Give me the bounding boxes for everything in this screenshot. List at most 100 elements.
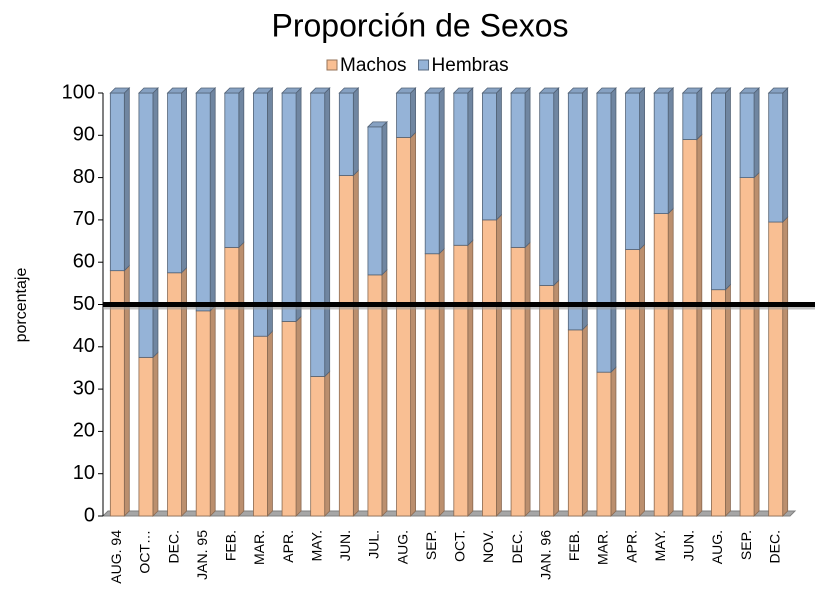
x-tick-label: FEB. <box>223 530 239 561</box>
floor <box>101 510 797 517</box>
x-tick-label: APR. <box>623 530 639 563</box>
bar-segment <box>253 335 268 517</box>
bar-segment <box>453 244 469 517</box>
bar-segment <box>653 213 669 517</box>
bar-side <box>610 366 617 517</box>
bar-side <box>238 241 245 517</box>
bar-top <box>166 87 188 94</box>
bar-segment <box>424 253 440 517</box>
y-tick-label: 30 <box>73 377 95 399</box>
bar-side <box>782 216 789 517</box>
legend-label: Machos <box>340 55 407 76</box>
bar-side <box>238 87 245 249</box>
bar-segment <box>224 92 240 248</box>
bar-side <box>496 87 502 221</box>
bar-segment <box>625 92 640 250</box>
bar-side <box>581 323 588 517</box>
bar-side <box>181 87 187 274</box>
y-tick-label: 90 <box>73 124 95 146</box>
bar-top <box>739 87 761 94</box>
bar-side <box>467 87 474 247</box>
bar-side <box>209 304 216 517</box>
bar-top <box>681 87 703 94</box>
bar-segment <box>310 92 326 377</box>
bar-side <box>267 87 273 338</box>
bar-segment <box>510 246 526 517</box>
y-tick-label: 80 <box>73 166 95 188</box>
y-tick-label: 50 <box>73 293 95 315</box>
bar-side <box>524 87 531 249</box>
y-tick-label: 20 <box>73 420 95 442</box>
bar-segment <box>367 274 383 517</box>
bar-top <box>510 87 532 94</box>
bar-segment <box>396 92 411 138</box>
bar-top <box>281 87 303 94</box>
x-tick-label: AUG. 94 <box>108 530 124 584</box>
bar-side <box>209 87 216 312</box>
bar-segment <box>310 376 326 517</box>
bar-segment <box>482 92 497 221</box>
y-tick-label: 40 <box>73 335 95 357</box>
bar-segment <box>195 310 211 517</box>
bar-side <box>581 87 588 331</box>
bar-side <box>295 315 302 517</box>
x-tick-label: FEB. <box>566 530 582 561</box>
x-tick-label: JUL. <box>366 530 382 559</box>
bar-side <box>324 370 331 517</box>
x-tick-label: AUG. <box>709 530 725 564</box>
bar-side <box>438 247 445 517</box>
bar-side <box>553 87 560 287</box>
bar-segment <box>739 92 755 178</box>
bar-segment <box>711 289 726 517</box>
bar-segment <box>424 92 440 255</box>
bar-top <box>538 87 560 94</box>
x-tick-label: OCT. <box>452 530 468 562</box>
bar-segment <box>109 92 125 272</box>
bar-segment <box>396 137 411 517</box>
bar-segment <box>338 92 354 176</box>
bar-segment <box>682 92 698 140</box>
bar-side <box>152 351 159 517</box>
bar-side <box>753 87 760 179</box>
bar-top <box>767 87 789 94</box>
x-tick-label: AUG. <box>394 530 410 564</box>
bar-side <box>553 279 560 517</box>
bar-top <box>223 87 245 94</box>
bar-segment <box>768 221 784 517</box>
bar-top <box>481 87 503 94</box>
bar-side <box>267 330 273 517</box>
y-tick-label: 10 <box>73 462 95 484</box>
bar-segment <box>596 371 612 517</box>
x-tick-label: JUN. <box>681 530 697 561</box>
bar-side <box>524 241 531 517</box>
bar-side <box>696 87 703 141</box>
legend-swatch <box>326 59 338 71</box>
x-tick-label: JUN. <box>337 530 353 561</box>
bar-top <box>252 87 274 94</box>
bar-top <box>366 121 388 128</box>
x-tick-label: DEC. <box>766 530 782 563</box>
bar-side <box>696 133 703 517</box>
bar-segment <box>768 92 784 223</box>
bar-top <box>309 87 331 94</box>
legend-label: Hembras <box>432 55 509 76</box>
bar-side <box>352 169 359 517</box>
bar-side <box>410 87 416 139</box>
bar-segment <box>367 126 383 276</box>
bar-top <box>710 87 732 94</box>
bar-side <box>725 87 731 291</box>
x-tick-label: DEC. <box>509 530 525 563</box>
x-tick-label: APR. <box>280 530 296 563</box>
y-tick-label: 70 <box>73 208 95 230</box>
bar-segment <box>539 92 555 286</box>
bar-side <box>467 239 474 517</box>
bar-segment <box>653 92 669 214</box>
bar-side <box>667 87 674 215</box>
bar-top <box>109 87 131 94</box>
bar-side <box>610 87 617 374</box>
bar-top <box>567 87 589 94</box>
bar-top <box>452 87 474 94</box>
bar-side <box>152 87 159 359</box>
x-tick-label: SEP. <box>423 530 439 560</box>
bar-side <box>295 87 302 323</box>
